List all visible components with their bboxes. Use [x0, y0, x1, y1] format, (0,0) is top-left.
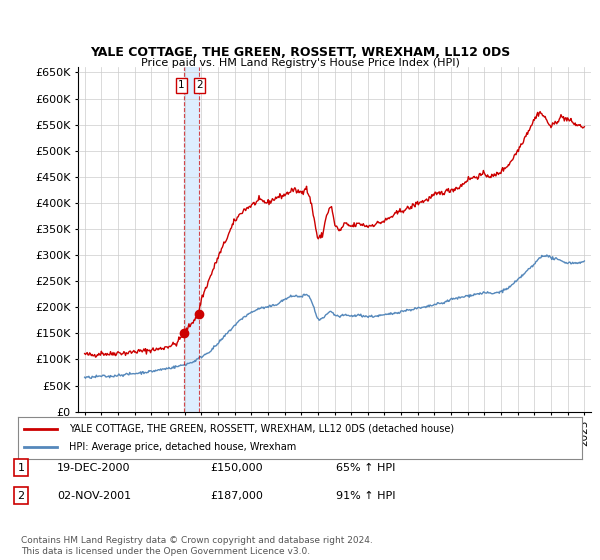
Text: YALE COTTAGE, THE GREEN, ROSSETT, WREXHAM, LL12 0DS: YALE COTTAGE, THE GREEN, ROSSETT, WREXHA…	[90, 46, 510, 59]
Text: 1: 1	[17, 463, 25, 473]
Text: Contains HM Land Registry data © Crown copyright and database right 2024.
This d: Contains HM Land Registry data © Crown c…	[21, 536, 373, 556]
Text: YALE COTTAGE, THE GREEN, ROSSETT, WREXHAM, LL12 0DS (detached house): YALE COTTAGE, THE GREEN, ROSSETT, WREXHA…	[69, 424, 454, 434]
Text: 1: 1	[178, 81, 185, 91]
Bar	[184, 67, 199, 412]
Text: 91% ↑ HPI: 91% ↑ HPI	[336, 491, 395, 501]
Text: 65% ↑ HPI: 65% ↑ HPI	[336, 463, 395, 473]
Text: £150,000: £150,000	[210, 463, 263, 473]
Text: 19-DEC-2000: 19-DEC-2000	[57, 463, 131, 473]
Text: 2: 2	[17, 491, 25, 501]
Text: £187,000: £187,000	[210, 491, 263, 501]
Text: Price paid vs. HM Land Registry's House Price Index (HPI): Price paid vs. HM Land Registry's House …	[140, 58, 460, 68]
Text: 02-NOV-2001: 02-NOV-2001	[57, 491, 131, 501]
Text: 2: 2	[196, 81, 203, 91]
Text: HPI: Average price, detached house, Wrexham: HPI: Average price, detached house, Wrex…	[69, 442, 296, 452]
